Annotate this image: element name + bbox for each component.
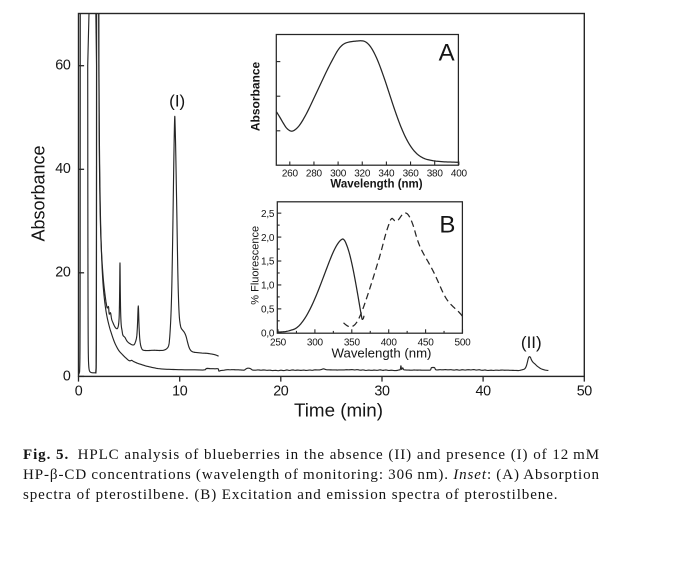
svg-text:40: 40	[475, 383, 491, 399]
svg-text:0: 0	[63, 368, 71, 384]
svg-text:10: 10	[172, 383, 188, 399]
svg-text:360: 360	[403, 168, 420, 179]
svg-text:20: 20	[273, 383, 289, 399]
svg-text:260: 260	[282, 168, 299, 179]
svg-text:380: 380	[427, 168, 444, 179]
svg-text:300: 300	[330, 168, 347, 179]
svg-text:320: 320	[354, 168, 371, 179]
svg-text:60: 60	[55, 58, 71, 74]
svg-text:Absorbance: Absorbance	[28, 145, 48, 241]
svg-text:0,0: 0,0	[261, 329, 275, 340]
svg-text:2,0: 2,0	[261, 233, 275, 244]
svg-text:500: 500	[455, 338, 472, 349]
svg-text:30: 30	[374, 383, 390, 399]
svg-text:A: A	[439, 39, 455, 66]
svg-text:2,5: 2,5	[261, 209, 275, 220]
svg-text:280: 280	[306, 168, 323, 179]
svg-text:% Fluorescence: % Fluorescence	[250, 226, 262, 305]
svg-text:40: 40	[55, 161, 71, 177]
svg-text:300: 300	[307, 338, 324, 349]
svg-text:(II): (II)	[521, 333, 542, 352]
svg-text:50: 50	[577, 383, 593, 399]
svg-text:0,5: 0,5	[261, 305, 275, 316]
svg-text:340: 340	[378, 168, 395, 179]
svg-text:0: 0	[75, 383, 83, 399]
svg-text:Time (min): Time (min)	[294, 400, 383, 421]
svg-text:Wavelength (nm): Wavelength (nm)	[330, 178, 422, 190]
svg-text:(I): (I)	[169, 92, 185, 111]
svg-text:350: 350	[344, 338, 361, 349]
svg-text:400: 400	[381, 338, 398, 349]
svg-text:B: B	[439, 211, 455, 238]
svg-text:250: 250	[270, 338, 287, 349]
svg-text:20: 20	[55, 265, 71, 281]
svg-text:Absorbance: Absorbance	[249, 62, 263, 132]
svg-text:1,0: 1,0	[261, 281, 275, 292]
svg-text:450: 450	[418, 338, 435, 349]
svg-text:Wavelength (nm): Wavelength (nm)	[332, 346, 432, 361]
svg-text:1,5: 1,5	[261, 257, 275, 268]
svg-text:400: 400	[451, 168, 468, 179]
